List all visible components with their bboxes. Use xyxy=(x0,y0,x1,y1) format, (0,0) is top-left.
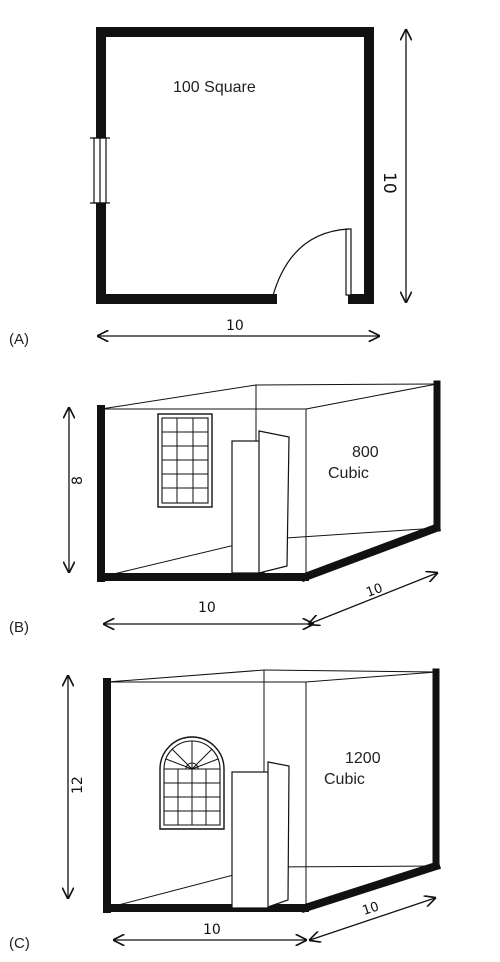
width-dimension-label: 10 xyxy=(226,318,244,334)
area-label: 100 Square xyxy=(173,79,256,96)
panel-b-tag: (B) xyxy=(9,619,29,636)
volume-unit: Cubic xyxy=(324,771,365,788)
volume-number: 800 xyxy=(352,444,379,461)
panel-a-floor-plan: 100 Square 10 10 (A) xyxy=(9,27,406,348)
volume-number: 1200 xyxy=(345,750,381,767)
height-dimension-label: 8 xyxy=(70,476,86,485)
floor-plan-door xyxy=(271,228,352,300)
panel-c-room-12ft: 1200 Cubic 12 10 10 (C) xyxy=(9,668,442,952)
room-c-door xyxy=(231,761,290,909)
room-c-arched-window xyxy=(159,736,225,830)
floor-plan-window xyxy=(90,137,110,204)
depth-dimension-label: 10 xyxy=(364,581,385,601)
room-b-window xyxy=(157,413,213,508)
floor-plan-walls xyxy=(96,27,374,304)
volume-unit: Cubic xyxy=(328,465,369,482)
room-b-door xyxy=(231,430,290,574)
height-dimension-label: 12 xyxy=(70,776,86,794)
panel-c-tag: (C) xyxy=(9,935,30,952)
depth-dimension-arrow xyxy=(309,573,437,624)
depth-dimension-arrow xyxy=(310,898,435,940)
width-dimension-label: 10 xyxy=(198,600,216,616)
depth-dimension-label: 10 xyxy=(379,172,399,194)
width-dimension-label: 10 xyxy=(203,922,221,938)
panel-a-tag: (A) xyxy=(9,331,29,348)
panel-b-room-8ft: 800 Cubic 8 10 10 (B) xyxy=(9,380,442,636)
depth-dimension-label: 10 xyxy=(361,899,381,918)
